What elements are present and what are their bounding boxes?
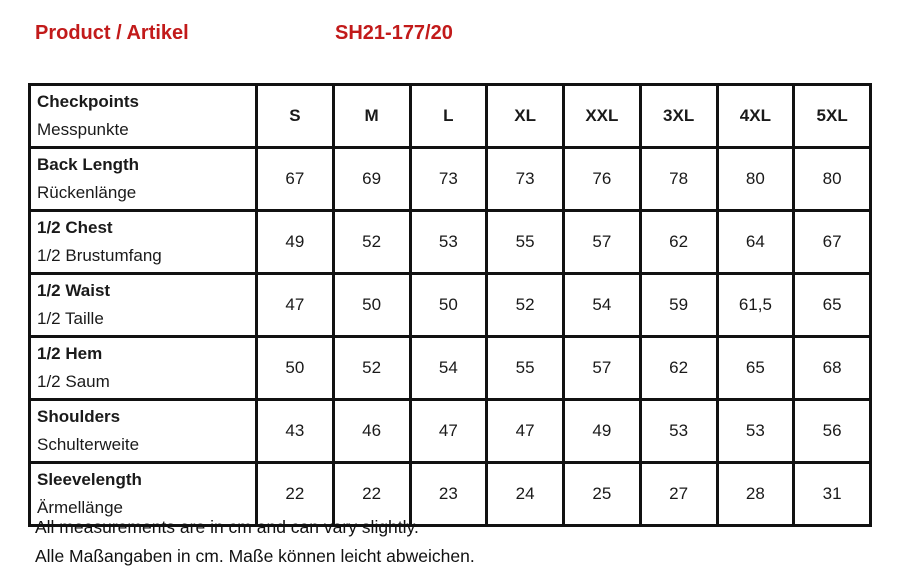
measurement-value: 54 bbox=[408, 335, 489, 401]
measurement-value: 68 bbox=[792, 335, 872, 401]
measurement-value: 55 bbox=[485, 335, 565, 401]
product-label: Product / Artikel bbox=[35, 22, 189, 44]
measurement-value: 55 bbox=[485, 209, 565, 275]
table-row-back-length: Back Length Rückenlänge 67 69 73 73 76 7… bbox=[28, 146, 872, 212]
row-label-de: Schulterweite bbox=[37, 435, 140, 454]
measurement-value: 49 bbox=[562, 398, 642, 464]
measurement-value: 80 bbox=[792, 146, 872, 212]
row-label-de: 1/2 Saum bbox=[37, 372, 110, 391]
measurement-value: 47 bbox=[255, 272, 335, 338]
measurement-value: 22 bbox=[331, 461, 412, 527]
table-row-half-hem: 1/2 Hem 1/2 Saum 50 52 54 55 57 62 65 68 bbox=[28, 335, 872, 401]
size-col-header-xxl: XXL bbox=[562, 83, 642, 149]
row-label-de: 1/2 Brustumfang bbox=[37, 246, 162, 265]
measurement-value: 69 bbox=[331, 146, 412, 212]
row-label-en: Back Length bbox=[37, 155, 140, 174]
row-label-de: 1/2 Taille bbox=[37, 309, 104, 328]
measurement-value: 49 bbox=[255, 209, 335, 275]
measurement-value: 62 bbox=[638, 209, 719, 275]
row-label-cell: Sleevelength Ärmellänge bbox=[28, 461, 258, 527]
product-code: SH21-177/20 bbox=[335, 22, 453, 44]
measurement-value: 65 bbox=[715, 335, 796, 401]
table-row-half-chest: 1/2 Chest 1/2 Brustumfang 49 52 53 55 57… bbox=[28, 209, 872, 275]
measurement-value: 76 bbox=[562, 146, 642, 212]
size-col-header-m: M bbox=[331, 83, 412, 149]
measurement-value: 53 bbox=[715, 398, 796, 464]
measurement-value: 56 bbox=[792, 398, 872, 464]
size-col-header-4xl: 4XL bbox=[715, 83, 796, 149]
measurement-value: 73 bbox=[485, 146, 565, 212]
measurement-value: 25 bbox=[562, 461, 642, 527]
measurement-value: 65 bbox=[792, 272, 872, 338]
measurement-value: 47 bbox=[485, 398, 565, 464]
measurement-value: 22 bbox=[255, 461, 335, 527]
row-label-de: Ärmellänge bbox=[37, 498, 123, 517]
row-label-cell: Back Length Rückenlänge bbox=[28, 146, 258, 212]
measurement-value: 43 bbox=[255, 398, 335, 464]
size-table: Checkpoints Messpunkte S M L XL XXL 3XL … bbox=[28, 83, 872, 527]
measurement-value: 73 bbox=[408, 146, 489, 212]
measurement-note-de: Alle Maßangaben in cm. Maße können leich… bbox=[35, 546, 475, 566]
row-label-cell: 1/2 Waist 1/2 Taille bbox=[28, 272, 258, 338]
size-col-header-xl: XL bbox=[485, 83, 565, 149]
measurement-value: 50 bbox=[408, 272, 489, 338]
measurement-value: 57 bbox=[562, 209, 642, 275]
row-label-cell: 1/2 Chest 1/2 Brustumfang bbox=[28, 209, 258, 275]
measurement-value: 53 bbox=[408, 209, 489, 275]
table-header-row: Checkpoints Messpunkte S M L XL XXL 3XL … bbox=[28, 83, 872, 149]
row-label-cell: Shoulders Schulterweite bbox=[28, 398, 258, 464]
measurement-value: 52 bbox=[485, 272, 565, 338]
measurement-value: 62 bbox=[638, 335, 719, 401]
document-header: Product / Artikel SH21-177/20 bbox=[0, 0, 900, 80]
row-label-cell: 1/2 Hem 1/2 Saum bbox=[28, 335, 258, 401]
measurement-value: 50 bbox=[255, 335, 335, 401]
measurement-value: 53 bbox=[638, 398, 719, 464]
checkpoints-label-de: Messpunkte bbox=[37, 120, 129, 139]
row-label-en: Sleevelength bbox=[37, 470, 142, 489]
measurement-value: 23 bbox=[408, 461, 489, 527]
measurement-value: 27 bbox=[638, 461, 719, 527]
measurement-value: 64 bbox=[715, 209, 796, 275]
measurement-value: 24 bbox=[485, 461, 565, 527]
row-label-en: Shoulders bbox=[37, 407, 121, 426]
size-col-header-s: S bbox=[255, 83, 335, 149]
measurement-value: 52 bbox=[331, 335, 412, 401]
measurement-value: 28 bbox=[715, 461, 796, 527]
measurement-value: 31 bbox=[792, 461, 872, 527]
row-label-en: 1/2 Waist bbox=[37, 281, 111, 300]
size-col-header-5xl: 5XL bbox=[792, 83, 872, 149]
measurement-value: 50 bbox=[331, 272, 412, 338]
measurement-value: 54 bbox=[562, 272, 642, 338]
row-label-en: 1/2 Hem bbox=[37, 344, 103, 363]
size-col-header-l: L bbox=[408, 83, 489, 149]
checkpoints-label-en: Checkpoints bbox=[37, 92, 140, 111]
measurement-value: 80 bbox=[715, 146, 796, 212]
row-label-en: 1/2 Chest bbox=[37, 218, 113, 237]
measurement-note: All measurements are in cm and can vary … bbox=[35, 513, 475, 571]
table-row-sleevelength: Sleevelength Ärmellänge 22 22 23 24 25 2… bbox=[28, 461, 872, 527]
measurement-value: 47 bbox=[408, 398, 489, 464]
table-row-half-waist: 1/2 Waist 1/2 Taille 47 50 50 52 54 59 6… bbox=[28, 272, 872, 338]
measurement-value: 59 bbox=[638, 272, 719, 338]
row-label-de: Rückenlänge bbox=[37, 183, 137, 202]
measurement-value: 52 bbox=[331, 209, 412, 275]
table-row-shoulders: Shoulders Schulterweite 43 46 47 47 49 5… bbox=[28, 398, 872, 464]
measurement-value: 46 bbox=[331, 398, 412, 464]
measurement-note-en: All measurements are in cm and can vary … bbox=[35, 517, 419, 537]
size-col-header-3xl: 3XL bbox=[638, 83, 719, 149]
measurement-value: 67 bbox=[792, 209, 872, 275]
measurement-value: 61,5 bbox=[715, 272, 796, 338]
checkpoints-header-cell: Checkpoints Messpunkte bbox=[28, 83, 258, 149]
measurement-value: 78 bbox=[638, 146, 719, 212]
measurement-value: 57 bbox=[562, 335, 642, 401]
measurement-value: 67 bbox=[255, 146, 335, 212]
